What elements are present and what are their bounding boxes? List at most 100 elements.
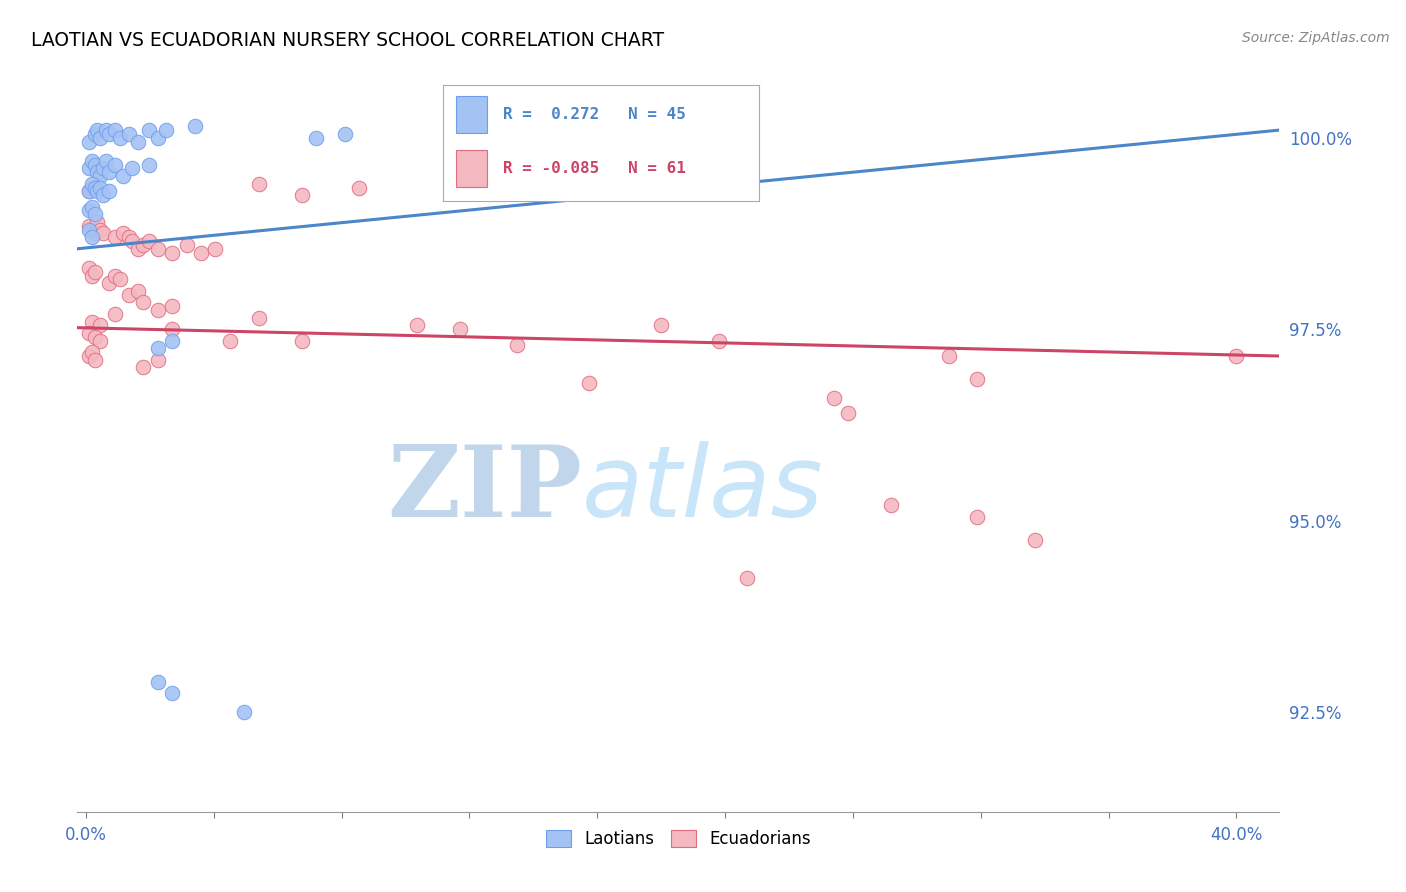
Point	[707, 334, 730, 348]
Point	[91, 227, 114, 241]
Point	[118, 230, 141, 244]
Point	[118, 287, 141, 301]
Point	[80, 345, 103, 359]
Point	[506, 337, 529, 351]
Point	[80, 230, 103, 244]
Bar	[456, 150, 486, 186]
Point	[132, 238, 155, 252]
Point	[89, 180, 111, 194]
Point	[966, 509, 988, 524]
Point	[162, 245, 183, 260]
Point	[138, 234, 160, 248]
Point	[86, 165, 108, 179]
Text: LAOTIAN VS ECUADORIAN NURSERY SCHOOL CORRELATION CHART: LAOTIAN VS ECUADORIAN NURSERY SCHOOL COR…	[31, 31, 664, 50]
Point	[132, 295, 155, 310]
Point	[77, 161, 100, 176]
Point	[98, 185, 120, 199]
Point	[104, 268, 127, 283]
Point	[91, 188, 114, 202]
Point	[405, 318, 427, 333]
Point	[347, 180, 370, 194]
Text: Source: ZipAtlas.com: Source: ZipAtlas.com	[1241, 31, 1389, 45]
Point	[146, 674, 169, 689]
Point	[737, 571, 759, 585]
Point	[146, 303, 169, 318]
Point	[104, 307, 127, 321]
Point	[77, 135, 100, 149]
Point	[77, 185, 100, 199]
Point	[146, 242, 169, 256]
Point	[86, 123, 108, 137]
Point	[91, 161, 114, 176]
Point	[291, 334, 314, 348]
Point	[89, 169, 111, 183]
Point	[162, 322, 183, 336]
Point	[77, 185, 100, 199]
Point	[80, 314, 103, 328]
Point	[291, 188, 314, 202]
Point	[247, 310, 270, 325]
Point	[86, 215, 108, 229]
Point	[89, 334, 111, 348]
Point	[938, 349, 960, 363]
Point	[112, 169, 135, 183]
Point	[80, 268, 103, 283]
Point	[837, 407, 859, 421]
Point	[578, 376, 600, 390]
Point	[80, 200, 103, 214]
Point	[247, 177, 270, 191]
Point	[333, 127, 356, 141]
Point	[104, 230, 127, 244]
Point	[98, 127, 120, 141]
Point	[966, 372, 988, 386]
Text: atlas: atlas	[582, 442, 824, 539]
Point	[104, 157, 127, 171]
Bar	[456, 96, 486, 134]
Point	[89, 222, 111, 236]
Point	[112, 227, 135, 241]
Point	[94, 123, 117, 137]
Point	[1225, 349, 1247, 363]
Point	[83, 180, 105, 194]
Text: R = -0.085   N = 61: R = -0.085 N = 61	[503, 161, 686, 176]
Point	[80, 180, 103, 194]
Point	[155, 123, 177, 137]
Point	[77, 222, 100, 236]
Text: 40.0%: 40.0%	[1211, 825, 1263, 844]
Point	[146, 130, 169, 145]
Point	[218, 334, 240, 348]
Point	[80, 177, 103, 191]
Legend: Laotians, Ecuadorians: Laotians, Ecuadorians	[540, 823, 817, 855]
Point	[104, 123, 127, 137]
Point	[127, 135, 149, 149]
Point	[86, 185, 108, 199]
Point	[162, 334, 183, 348]
Point	[650, 318, 672, 333]
Point	[110, 272, 132, 286]
Point	[146, 352, 169, 367]
Point	[83, 352, 105, 367]
Point	[880, 499, 903, 513]
Point	[80, 153, 103, 168]
Point	[118, 127, 141, 141]
Point	[83, 330, 105, 344]
Point	[83, 127, 105, 141]
Point	[77, 260, 100, 275]
Point	[204, 242, 226, 256]
Point	[89, 318, 111, 333]
Point	[110, 130, 132, 145]
Point	[98, 277, 120, 291]
Point	[83, 157, 105, 171]
Point	[449, 322, 471, 336]
Point	[94, 153, 117, 168]
Point	[146, 342, 169, 356]
Point	[77, 219, 100, 233]
Point	[127, 284, 149, 298]
Text: ZIP: ZIP	[387, 442, 582, 539]
Point	[83, 227, 105, 241]
Point	[305, 130, 328, 145]
Text: R =  0.272   N = 45: R = 0.272 N = 45	[503, 107, 686, 122]
Point	[98, 165, 120, 179]
Point	[132, 360, 155, 375]
Point	[121, 234, 143, 248]
